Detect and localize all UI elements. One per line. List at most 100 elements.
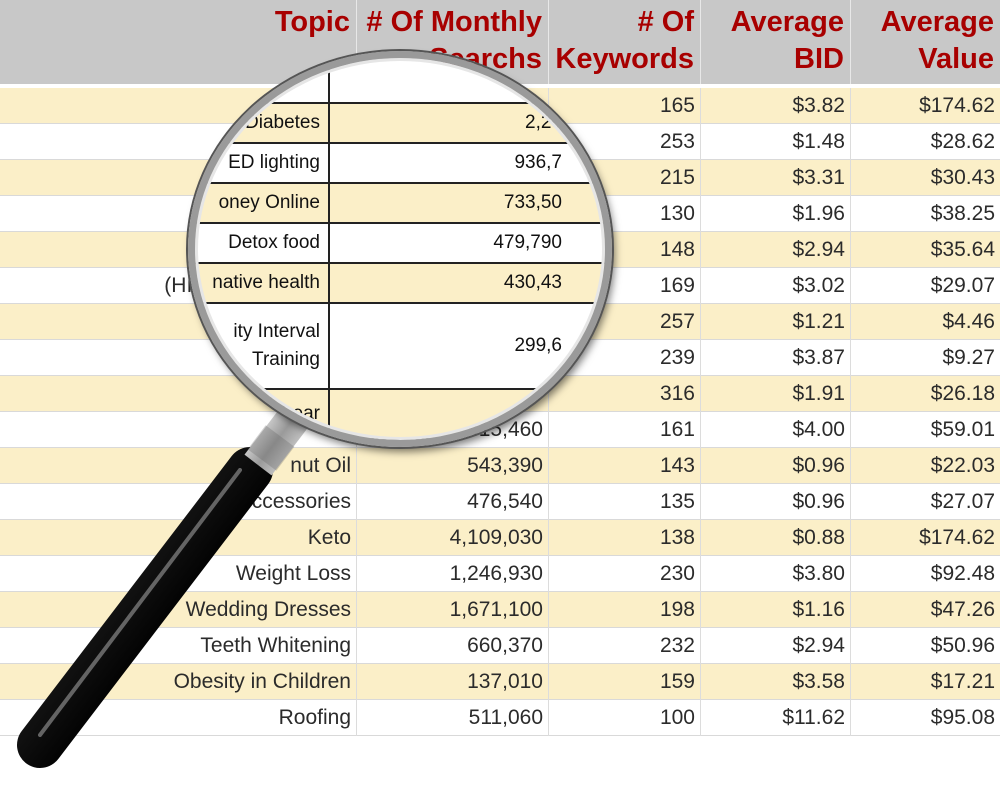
cell-value: $22.03: [930, 454, 995, 477]
cell-value: $30.43: [930, 166, 995, 189]
cell-keywords: 159: [549, 664, 701, 700]
table-row: Teeth Whitening 660,370 232 $2.94 $50.96: [0, 628, 1000, 664]
magnified-row: oney Online 733,50: [195, 184, 605, 224]
header-topic: Topic: [0, 0, 357, 84]
cell-searches: 1,246,930: [357, 556, 549, 592]
cell-keywords: 215: [549, 160, 701, 196]
cell-value: $174.62: [919, 94, 995, 117]
table-row: Obesity in Children 137,010 159 $3.58 $17.21: [0, 664, 1000, 700]
magnified-topic: [195, 58, 326, 102]
cell-topic: Teeth Whitening: [0, 628, 357, 664]
cell-bid: $3.02: [701, 268, 851, 304]
cell-searches: 1,671,100: [357, 592, 549, 628]
cell-value: $9.27: [942, 346, 995, 369]
magnified-row: ED lighting 936,7: [195, 144, 605, 184]
cell-searches: 137,010: [357, 664, 549, 700]
header-value: Average Value: [851, 0, 1000, 84]
magnified-topic: ED lighting: [228, 152, 320, 173]
cell-keywords: 232: [549, 628, 701, 664]
cell-bid: $3.87: [701, 340, 851, 376]
magnified-column-divider: [328, 58, 330, 440]
magnified-topic: Detox food: [228, 232, 320, 253]
cell-value: $27.07: [930, 490, 995, 513]
cell-keywords: 169: [549, 268, 701, 304]
magnified-row: native health 430,43: [195, 264, 605, 304]
cell-searches: 476,540: [357, 484, 549, 520]
cell-topic: Wedding Dresses: [0, 592, 357, 628]
magnified-topic: Gear: [277, 403, 320, 424]
cell-topic: Keto: [0, 520, 357, 556]
magnified-topic: oney Online: [218, 192, 320, 213]
header-bid: Average BID: [701, 0, 851, 84]
cell-bid: $1.16: [701, 592, 851, 628]
cell-keywords: 130: [549, 196, 701, 232]
magnified-value: 0: [551, 403, 562, 424]
cell-value: $59.01: [930, 418, 995, 441]
cell-bid: $2.94: [701, 628, 851, 664]
header-searches-line: # Of Monthly: [366, 6, 542, 38]
cell-topic: Obesity in Children: [0, 664, 357, 700]
magnified-row: Detox food 479,790: [195, 224, 605, 264]
cell-keywords: 143: [549, 448, 701, 484]
cell-bid: $3.31: [701, 160, 851, 196]
cell-searches: 660,370: [357, 628, 549, 664]
cell-bid: $0.96: [701, 448, 851, 484]
cell-bid: $1.21: [701, 304, 851, 340]
header-value-line: Average: [880, 6, 994, 38]
magnified-value: 479,790: [493, 232, 562, 253]
cell-keywords: 316: [549, 376, 701, 412]
cell-searches: 543,390: [357, 448, 549, 484]
magnified-value: 299,6: [514, 335, 562, 356]
cell-value: $28.62: [930, 130, 995, 153]
cell-keywords: 230: [549, 556, 701, 592]
cell-topic: Weight Loss: [0, 556, 357, 592]
table-row: ccessories 476,540 135 $0.96 $27.07: [0, 484, 1000, 520]
magnified-value: 733,50: [503, 192, 562, 213]
cell-bid: $0.88: [701, 520, 851, 556]
cell-topic: ccessories: [0, 484, 357, 520]
cell-value: $174.62: [919, 526, 995, 549]
magnified-row: 0: [195, 58, 605, 104]
magnified-value: 430,43: [503, 272, 562, 293]
cell-bid: $2.94: [701, 232, 851, 268]
table-row: nut Oil 543,390 143 $0.96 $22.03: [0, 448, 1000, 484]
cell-keywords: 135: [549, 484, 701, 520]
cell-keywords: 257: [549, 304, 701, 340]
header-value-line: Value: [918, 43, 994, 75]
magnified-row: Diabetes 2,20: [195, 104, 605, 144]
cell-bid: $1.48: [701, 124, 851, 160]
cell-bid: $1.91: [701, 376, 851, 412]
cell-value: $4.46: [942, 310, 995, 333]
cell-keywords: 165: [549, 88, 701, 124]
cell-value: $38.25: [930, 202, 995, 225]
magnified-value: 0: [551, 69, 562, 90]
cell-bid: $3.82: [701, 88, 851, 124]
cell-bid: $11.62: [701, 700, 851, 736]
cell-bid: $1.96: [701, 196, 851, 232]
magnified-value: 936,7: [514, 152, 562, 173]
cell-value: $17.21: [930, 670, 995, 693]
table-row: Roofing 511,060 100 $11.62 $95.08: [0, 700, 1000, 736]
cell-value: $35.64: [930, 238, 995, 261]
cell-keywords: 148: [549, 232, 701, 268]
magnified-row: ity Interval Training 299,6: [195, 304, 605, 390]
cell-searches: 511,060: [357, 700, 549, 736]
header-keywords-line: # Of: [637, 6, 694, 38]
header-bid-line: Average: [730, 6, 844, 38]
magnified-row: Gear 0: [195, 390, 605, 440]
cell-bid: $4.00: [701, 412, 851, 448]
cell-bid: $0.96: [701, 484, 851, 520]
cell-searches: 4,109,030: [357, 520, 549, 556]
cell-value: $26.18: [930, 382, 995, 405]
cell-value: $95.08: [930, 706, 995, 729]
cell-topic: Roofing: [0, 700, 357, 736]
cell-keywords: 100: [549, 700, 701, 736]
cell-bid: $3.58: [701, 664, 851, 700]
magnified-value: 2,20: [525, 112, 562, 133]
cell-value: $92.48: [930, 562, 995, 585]
magnified-topic: native health: [212, 272, 320, 293]
cell-keywords: 253: [549, 124, 701, 160]
cell-topic: nut Oil: [0, 448, 357, 484]
cell-keywords: 138: [549, 520, 701, 556]
